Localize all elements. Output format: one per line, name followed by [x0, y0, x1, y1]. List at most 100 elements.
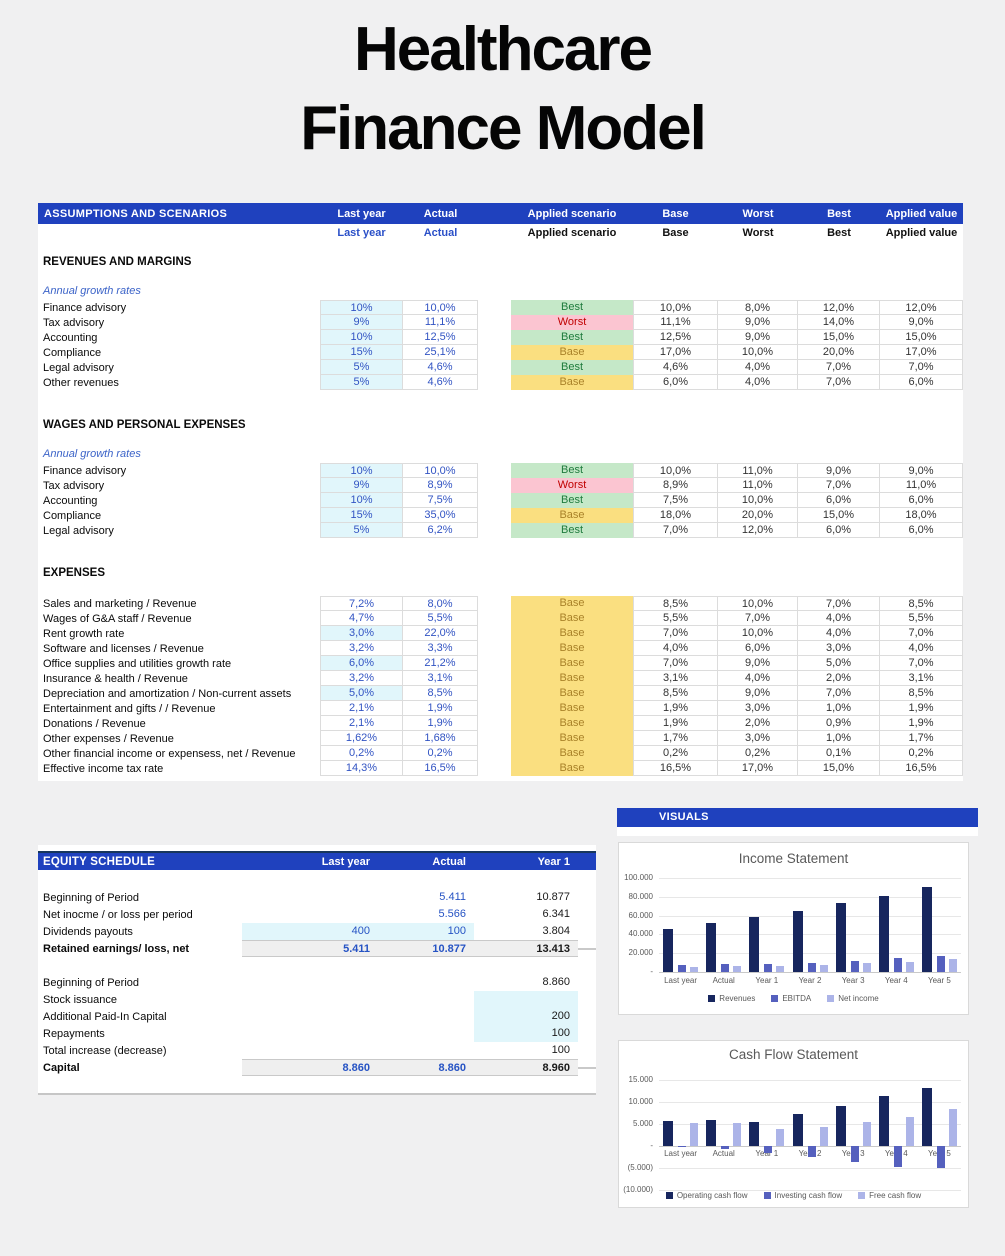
- x-axis-label: Year 1: [755, 1149, 779, 1158]
- applied-scenario-cell[interactable]: Base: [511, 686, 633, 701]
- legend-label: Free cash flow: [869, 1191, 922, 1200]
- last-year-cell[interactable]: 5%: [320, 375, 403, 390]
- row-label: Net inocme / or loss per period: [43, 908, 193, 921]
- applied-cell: 17,0%: [880, 345, 963, 360]
- last-year-cell[interactable]: 6,0%: [320, 656, 403, 671]
- actual-cell[interactable]: 8,5%: [403, 686, 478, 701]
- applied-scenario-cell[interactable]: Base: [511, 731, 633, 746]
- applied-scenario-cell[interactable]: Worst: [511, 478, 633, 493]
- applied-scenario-cell[interactable]: Base: [511, 641, 633, 656]
- applied-scenario-cell[interactable]: Base: [511, 508, 633, 523]
- applied-scenario-cell[interactable]: Base: [511, 345, 633, 360]
- table-row: Beginning of Period 8.860: [38, 974, 596, 991]
- table-row: Net inocme / or loss per period 5.566 6.34…: [38, 906, 596, 923]
- actual-cell[interactable]: 3,1%: [403, 671, 478, 686]
- gridline: [659, 896, 961, 898]
- worst-cell: 7,0%: [718, 611, 798, 626]
- bar: [862, 1122, 871, 1146]
- applied-scenario-cell[interactable]: Best: [511, 330, 633, 345]
- applied-scenario-cell[interactable]: Base: [511, 746, 633, 761]
- bar: [850, 1146, 859, 1163]
- actual-cell[interactable]: 100: [378, 923, 474, 940]
- applied-scenario-cell[interactable]: Base: [511, 761, 633, 776]
- y-axis-label: 5.000: [632, 1119, 653, 1128]
- last-year-cell[interactable]: 10%: [320, 300, 403, 315]
- last-year-cell[interactable]: 10%: [320, 463, 403, 478]
- applied-scenario-cell[interactable]: Base: [511, 716, 633, 731]
- row-label: Office supplies and utilities growth rat…: [43, 657, 232, 670]
- last-year-cell[interactable]: 15%: [320, 508, 403, 523]
- applied-scenario-cell[interactable]: Best: [511, 463, 633, 478]
- applied-scenario-cell[interactable]: Best: [511, 493, 633, 508]
- applied-cell: 1,9%: [880, 701, 963, 716]
- bar: [733, 966, 742, 972]
- last-year-cell[interactable]: 9%: [320, 315, 403, 330]
- gridline: [659, 1190, 961, 1191]
- col-header-applied-value: Applied value: [885, 207, 958, 220]
- applied-scenario-cell[interactable]: Best: [511, 300, 633, 315]
- applied-scenario-cell[interactable]: Base: [511, 611, 633, 626]
- applied-cell: 18,0%: [880, 508, 963, 523]
- table-row: Beginning of Period 5.411 10.877: [38, 889, 596, 906]
- actual-cell[interactable]: 0,2%: [403, 746, 478, 761]
- base-cell: 11,1%: [633, 315, 718, 330]
- year1-cell[interactable]: [474, 991, 578, 1008]
- last-year-cell[interactable]: 5%: [320, 360, 403, 375]
- actual-cell[interactable]: 8,0%: [403, 596, 478, 611]
- applied-cell: 16,5%: [880, 761, 963, 776]
- last-year-cell[interactable]: 3,0%: [320, 626, 403, 641]
- applied-scenario-cell[interactable]: Base: [511, 596, 633, 611]
- actual-cell[interactable]: 1,9%: [403, 716, 478, 731]
- row-label: Wages of G&A staff / Revenue: [43, 612, 192, 625]
- last_year-cell: [242, 906, 378, 923]
- applied-scenario-cell[interactable]: Best: [511, 523, 633, 538]
- last-year-cell[interactable]: 5%: [320, 523, 403, 538]
- actual-cell[interactable]: 1,9%: [403, 701, 478, 716]
- actual-cell[interactable]: 10,0%: [403, 300, 478, 315]
- applied-scenario-cell[interactable]: Base: [511, 656, 633, 671]
- applied-scenario-cell[interactable]: Best: [511, 360, 633, 375]
- base-cell: 5,5%: [633, 611, 718, 626]
- applied-scenario-cell[interactable]: Worst: [511, 315, 633, 330]
- y-axis-label: 15.000: [628, 1075, 653, 1084]
- worst-cell: 4,0%: [718, 360, 798, 375]
- actual-cell[interactable]: 21,2%: [403, 656, 478, 671]
- base-cell: 7,0%: [633, 656, 718, 671]
- applied-scenario-cell[interactable]: Base: [511, 671, 633, 686]
- actual-cell[interactable]: 16,5%: [403, 761, 478, 776]
- year1-cell[interactable]: 100: [474, 1025, 578, 1042]
- actual-cell[interactable]: 3,3%: [403, 641, 478, 656]
- last-year-cell: 4,7%: [320, 611, 403, 626]
- income-statement-chart: Income Statement 100.000 80.000 60.000 40.0…: [618, 842, 969, 1015]
- actual-cell[interactable]: 7,5%: [403, 493, 478, 508]
- last-year-cell[interactable]: 10%: [320, 330, 403, 345]
- best-cell: 7,0%: [798, 596, 880, 611]
- actual-cell[interactable]: 12,5%: [403, 330, 478, 345]
- last-year-cell[interactable]: 15%: [320, 345, 403, 360]
- actual-cell[interactable]: 25,1%: [403, 345, 478, 360]
- applied-scenario-cell[interactable]: Base: [511, 701, 633, 716]
- last-year-cell[interactable]: 5,0%: [320, 686, 403, 701]
- actual-cell[interactable]: 1,68%: [403, 731, 478, 746]
- legend-swatch: [763, 1192, 771, 1199]
- actual-cell[interactable]: 8,9%: [403, 478, 478, 493]
- actual-cell[interactable]: 35,0%: [403, 508, 478, 523]
- actual-cell[interactable]: 6,2%: [403, 523, 478, 538]
- actual-cell[interactable]: 22,0%: [403, 626, 478, 641]
- table-row: Total increase (decrease) 100: [38, 1042, 596, 1059]
- applied-scenario-cell[interactable]: Base: [511, 626, 633, 641]
- bar: [948, 959, 957, 972]
- year1-cell[interactable]: 200: [474, 1008, 578, 1025]
- actual-cell[interactable]: 10,0%: [403, 463, 478, 478]
- last-year-cell[interactable]: 10%: [320, 493, 403, 508]
- base-cell: 7,0%: [633, 626, 718, 641]
- last-year-cell[interactable]: 9%: [320, 478, 403, 493]
- last_year-cell[interactable]: 400: [242, 923, 378, 940]
- actual-cell[interactable]: 11,1%: [403, 315, 478, 330]
- actual-cell[interactable]: 4,6%: [403, 375, 478, 390]
- table-row: Donations / Revenue 2,1% 1,9% Base 1,9% 2,0% 0…: [38, 716, 963, 731]
- applied-scenario-cell[interactable]: Base: [511, 375, 633, 390]
- row-pad: [578, 947, 596, 950]
- actual-cell[interactable]: 4,6%: [403, 360, 478, 375]
- actual-cell[interactable]: 5,5%: [403, 611, 478, 626]
